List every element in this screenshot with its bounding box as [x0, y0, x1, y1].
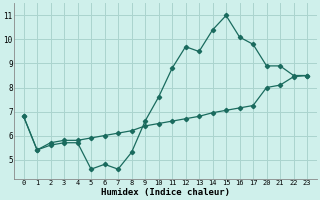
- X-axis label: Humidex (Indice chaleur): Humidex (Indice chaleur): [101, 188, 230, 197]
